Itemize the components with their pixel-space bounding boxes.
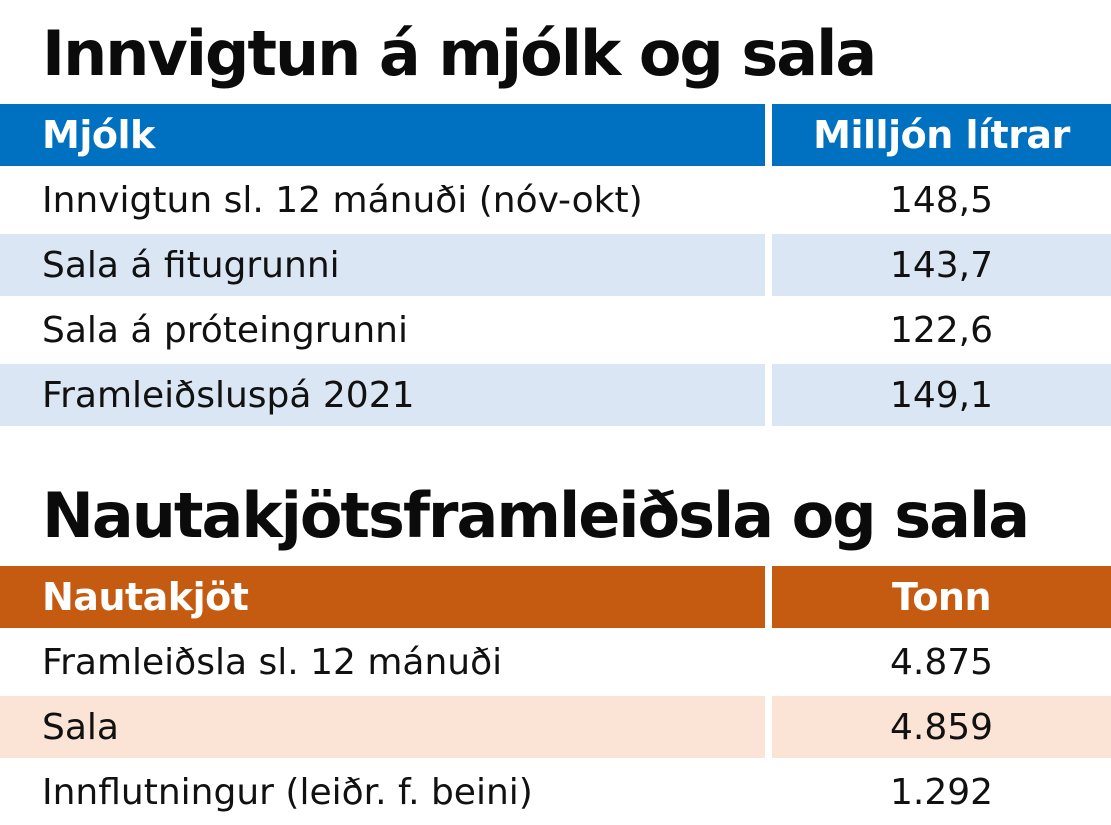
table-row: Sala á próteingrunni 122,6 — [0, 299, 1111, 361]
row-value: 122,6 — [772, 299, 1111, 361]
table-row: Sala 4.859 — [0, 696, 1111, 758]
milk-table-header: Mjólk Milljón lítrar — [0, 104, 1111, 166]
row-label: Innflutningur (leiðr. f. beini) — [0, 761, 765, 823]
beef-section-title: Nautakjötsframleiðsla og sala — [42, 479, 1030, 552]
milk-header-unit: Milljón lítrar — [772, 104, 1111, 166]
row-value: 149,1 — [772, 364, 1111, 426]
beef-table: Nautakjöt Tonn Framleiðsla sl. 12 mánuði… — [0, 566, 1111, 823]
milk-table: Mjólk Milljón lítrar Innvigtun sl. 12 má… — [0, 104, 1111, 426]
table-row: Framleiðsluspá 2021 149,1 — [0, 364, 1111, 426]
row-label: Framleiðsluspá 2021 — [0, 364, 765, 426]
row-label: Sala á fitugrunni — [0, 234, 765, 296]
table-row: Framleiðsla sl. 12 mánuði 4.875 — [0, 631, 1111, 693]
row-value: 143,7 — [772, 234, 1111, 296]
table-row: Sala á fitugrunni 143,7 — [0, 234, 1111, 296]
milk-header-label: Mjólk — [0, 104, 765, 166]
row-label: Framleiðsla sl. 12 mánuði — [0, 631, 765, 693]
table-row: Innflutningur (leiðr. f. beini) 1.292 — [0, 761, 1111, 823]
row-value: 4.859 — [772, 696, 1111, 758]
milk-section-title: Innvigtun á mjólk og sala — [42, 17, 877, 90]
beef-header-unit: Tonn — [772, 566, 1111, 628]
row-label: Innvigtun sl. 12 mánuði (nóv-okt) — [0, 169, 765, 231]
beef-header-label: Nautakjöt — [0, 566, 765, 628]
row-value: 4.875 — [772, 631, 1111, 693]
row-label: Sala á próteingrunni — [0, 299, 765, 361]
row-label: Sala — [0, 696, 765, 758]
row-value: 148,5 — [772, 169, 1111, 231]
table-row: Innvigtun sl. 12 mánuði (nóv-okt) 148,5 — [0, 169, 1111, 231]
row-value: 1.292 — [772, 761, 1111, 823]
beef-table-header: Nautakjöt Tonn — [0, 566, 1111, 628]
